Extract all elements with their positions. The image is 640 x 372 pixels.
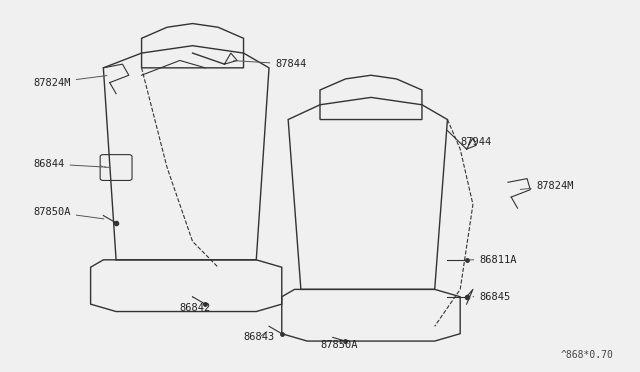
Text: ^868*0.70: ^868*0.70 xyxy=(560,350,613,359)
Text: 87944: 87944 xyxy=(460,137,492,147)
Text: 87850A: 87850A xyxy=(320,340,358,350)
Text: 86811A: 86811A xyxy=(469,255,517,265)
Text: 87824M: 87824M xyxy=(33,76,107,88)
Text: 86843: 86843 xyxy=(244,332,275,342)
Text: 87850A: 87850A xyxy=(33,207,104,219)
Text: 86845: 86845 xyxy=(473,292,511,302)
Text: 87824M: 87824M xyxy=(520,181,574,191)
Text: 86842: 86842 xyxy=(180,297,211,313)
Text: 87844: 87844 xyxy=(234,59,307,69)
Text: 86844: 86844 xyxy=(33,159,110,169)
